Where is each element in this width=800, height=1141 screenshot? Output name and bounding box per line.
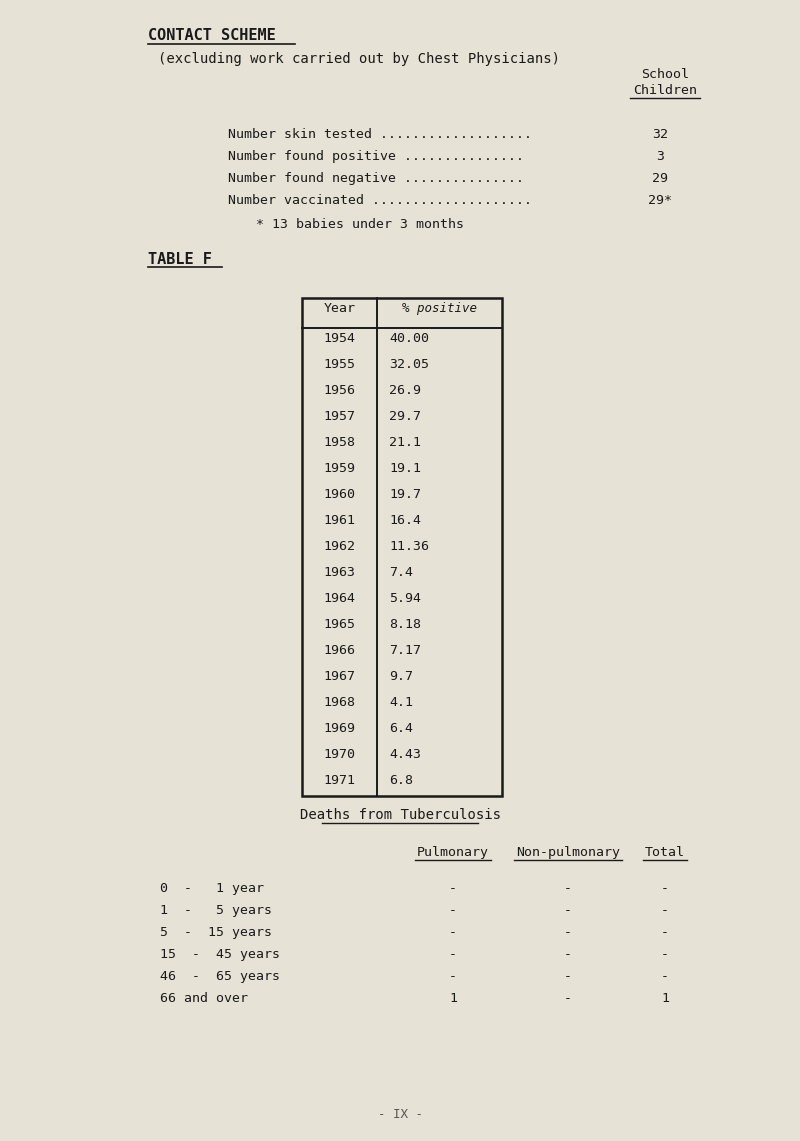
Text: 6.4: 6.4 — [389, 722, 413, 735]
Text: 29*: 29* — [648, 194, 672, 207]
Text: Year: Year — [323, 302, 355, 315]
Text: * 13 babies under 3 months: * 13 babies under 3 months — [256, 218, 464, 230]
Text: 19.7: 19.7 — [389, 488, 421, 501]
Text: 32: 32 — [652, 128, 668, 141]
Text: 66 and over: 66 and over — [160, 992, 248, 1005]
Text: Non-pulmonary: Non-pulmonary — [516, 845, 620, 859]
Text: Number vaccinated ....................: Number vaccinated .................... — [228, 194, 532, 207]
Text: Children: Children — [633, 84, 697, 97]
Text: 7.17: 7.17 — [389, 644, 421, 657]
Bar — [302, 298, 502, 796]
Text: 40.00: 40.00 — [389, 332, 429, 345]
Text: 1965: 1965 — [323, 618, 355, 631]
Text: 1957: 1957 — [323, 410, 355, 423]
Text: 7.4: 7.4 — [389, 566, 413, 578]
Text: -: - — [661, 948, 669, 961]
Text: CONTACT SCHEME: CONTACT SCHEME — [148, 29, 276, 43]
Text: 1969: 1969 — [323, 722, 355, 735]
Text: -: - — [449, 904, 457, 917]
Text: 1: 1 — [661, 992, 669, 1005]
Text: 11.36: 11.36 — [389, 540, 429, 553]
Text: 1959: 1959 — [323, 462, 355, 475]
Text: 19.1: 19.1 — [389, 462, 421, 475]
Text: 15  -  45 years: 15 - 45 years — [160, 948, 280, 961]
Text: -: - — [564, 926, 572, 939]
Text: Number skin tested ...................: Number skin tested ................... — [228, 128, 532, 141]
Text: 1966: 1966 — [323, 644, 355, 657]
Text: -: - — [564, 904, 572, 917]
Text: 3: 3 — [656, 149, 664, 163]
Text: 5  -  15 years: 5 - 15 years — [160, 926, 272, 939]
Text: 46  -  65 years: 46 - 65 years — [160, 970, 280, 984]
Text: 1956: 1956 — [323, 385, 355, 397]
Text: - IX -: - IX - — [378, 1108, 422, 1120]
Text: -: - — [661, 970, 669, 984]
Text: 6.8: 6.8 — [389, 774, 413, 787]
Text: 1954: 1954 — [323, 332, 355, 345]
Text: -: - — [449, 948, 457, 961]
Text: TABLE F: TABLE F — [148, 252, 212, 267]
Text: -: - — [564, 948, 572, 961]
Text: Number found negative ...............: Number found negative ............... — [228, 172, 524, 185]
Text: -: - — [661, 882, 669, 895]
Text: 0  -   1 year: 0 - 1 year — [160, 882, 264, 895]
Text: 1962: 1962 — [323, 540, 355, 553]
Text: 1967: 1967 — [323, 670, 355, 683]
Text: 32.05: 32.05 — [389, 358, 429, 371]
Text: 29.7: 29.7 — [389, 410, 421, 423]
Text: % positive: % positive — [402, 302, 477, 315]
Text: 1961: 1961 — [323, 513, 355, 527]
Text: -: - — [449, 926, 457, 939]
Text: Number found positive ...............: Number found positive ............... — [228, 149, 524, 163]
Text: Total: Total — [645, 845, 685, 859]
Text: -: - — [564, 882, 572, 895]
Text: 4.43: 4.43 — [389, 748, 421, 761]
Text: 1970: 1970 — [323, 748, 355, 761]
Text: 1955: 1955 — [323, 358, 355, 371]
Text: 1971: 1971 — [323, 774, 355, 787]
Text: 8.18: 8.18 — [389, 618, 421, 631]
Text: 29: 29 — [652, 172, 668, 185]
Text: 21.1: 21.1 — [389, 436, 421, 450]
Text: Deaths from Tuberculosis: Deaths from Tuberculosis — [299, 808, 501, 822]
Text: -: - — [661, 926, 669, 939]
Text: 1964: 1964 — [323, 592, 355, 605]
Text: 1958: 1958 — [323, 436, 355, 450]
Text: 9.7: 9.7 — [389, 670, 413, 683]
Text: 1  -   5 years: 1 - 5 years — [160, 904, 272, 917]
Text: -: - — [449, 882, 457, 895]
Text: -: - — [564, 992, 572, 1005]
Text: School: School — [641, 68, 689, 81]
Text: 1968: 1968 — [323, 696, 355, 709]
Text: 1: 1 — [449, 992, 457, 1005]
Text: Pulmonary: Pulmonary — [417, 845, 489, 859]
Text: -: - — [661, 904, 669, 917]
Text: -: - — [449, 970, 457, 984]
Text: (excluding work carried out by Chest Physicians): (excluding work carried out by Chest Phy… — [158, 52, 560, 66]
Text: 16.4: 16.4 — [389, 513, 421, 527]
Text: 4.1: 4.1 — [389, 696, 413, 709]
Text: 26.9: 26.9 — [389, 385, 421, 397]
Text: 5.94: 5.94 — [389, 592, 421, 605]
Text: -: - — [564, 970, 572, 984]
Text: 1963: 1963 — [323, 566, 355, 578]
Text: 1960: 1960 — [323, 488, 355, 501]
